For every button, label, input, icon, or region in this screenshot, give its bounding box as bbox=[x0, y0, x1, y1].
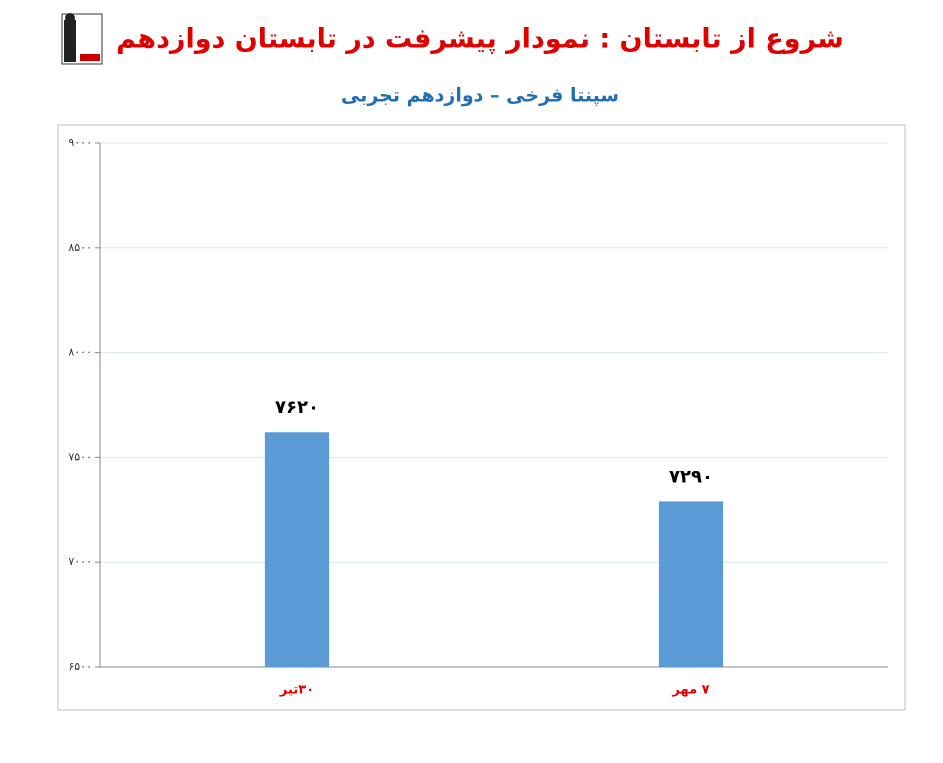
bar bbox=[264, 432, 330, 667]
x-tick-label: ۳۰تیر bbox=[279, 683, 314, 698]
y-tick-label: ۸۰۰۰ bbox=[68, 346, 92, 359]
y-tick-label: ۷۵۰۰ bbox=[68, 450, 92, 463]
bar bbox=[658, 501, 724, 667]
y-tick-label: ۷۰۰۰ bbox=[68, 555, 92, 568]
logo bbox=[61, 13, 103, 65]
plot-frame bbox=[57, 124, 906, 711]
value-label: ۷۲۹۰ bbox=[669, 466, 713, 487]
y-tick-label: ۶۵۰۰ bbox=[68, 660, 92, 673]
value-label: ۷۶۲۰ bbox=[275, 397, 319, 418]
y-tick-label: ۸۵۰۰ bbox=[68, 241, 92, 254]
chart-title: شروع از تابستان : نمودار پیشرفت در تابست… bbox=[116, 24, 844, 55]
x-tick-label: ۷ مهر bbox=[671, 683, 709, 698]
y-tick-label: ۹۰۰۰ bbox=[68, 136, 92, 149]
chart-subtitle: سپنتا فرخی – دوازدهم تجربی bbox=[341, 85, 619, 107]
